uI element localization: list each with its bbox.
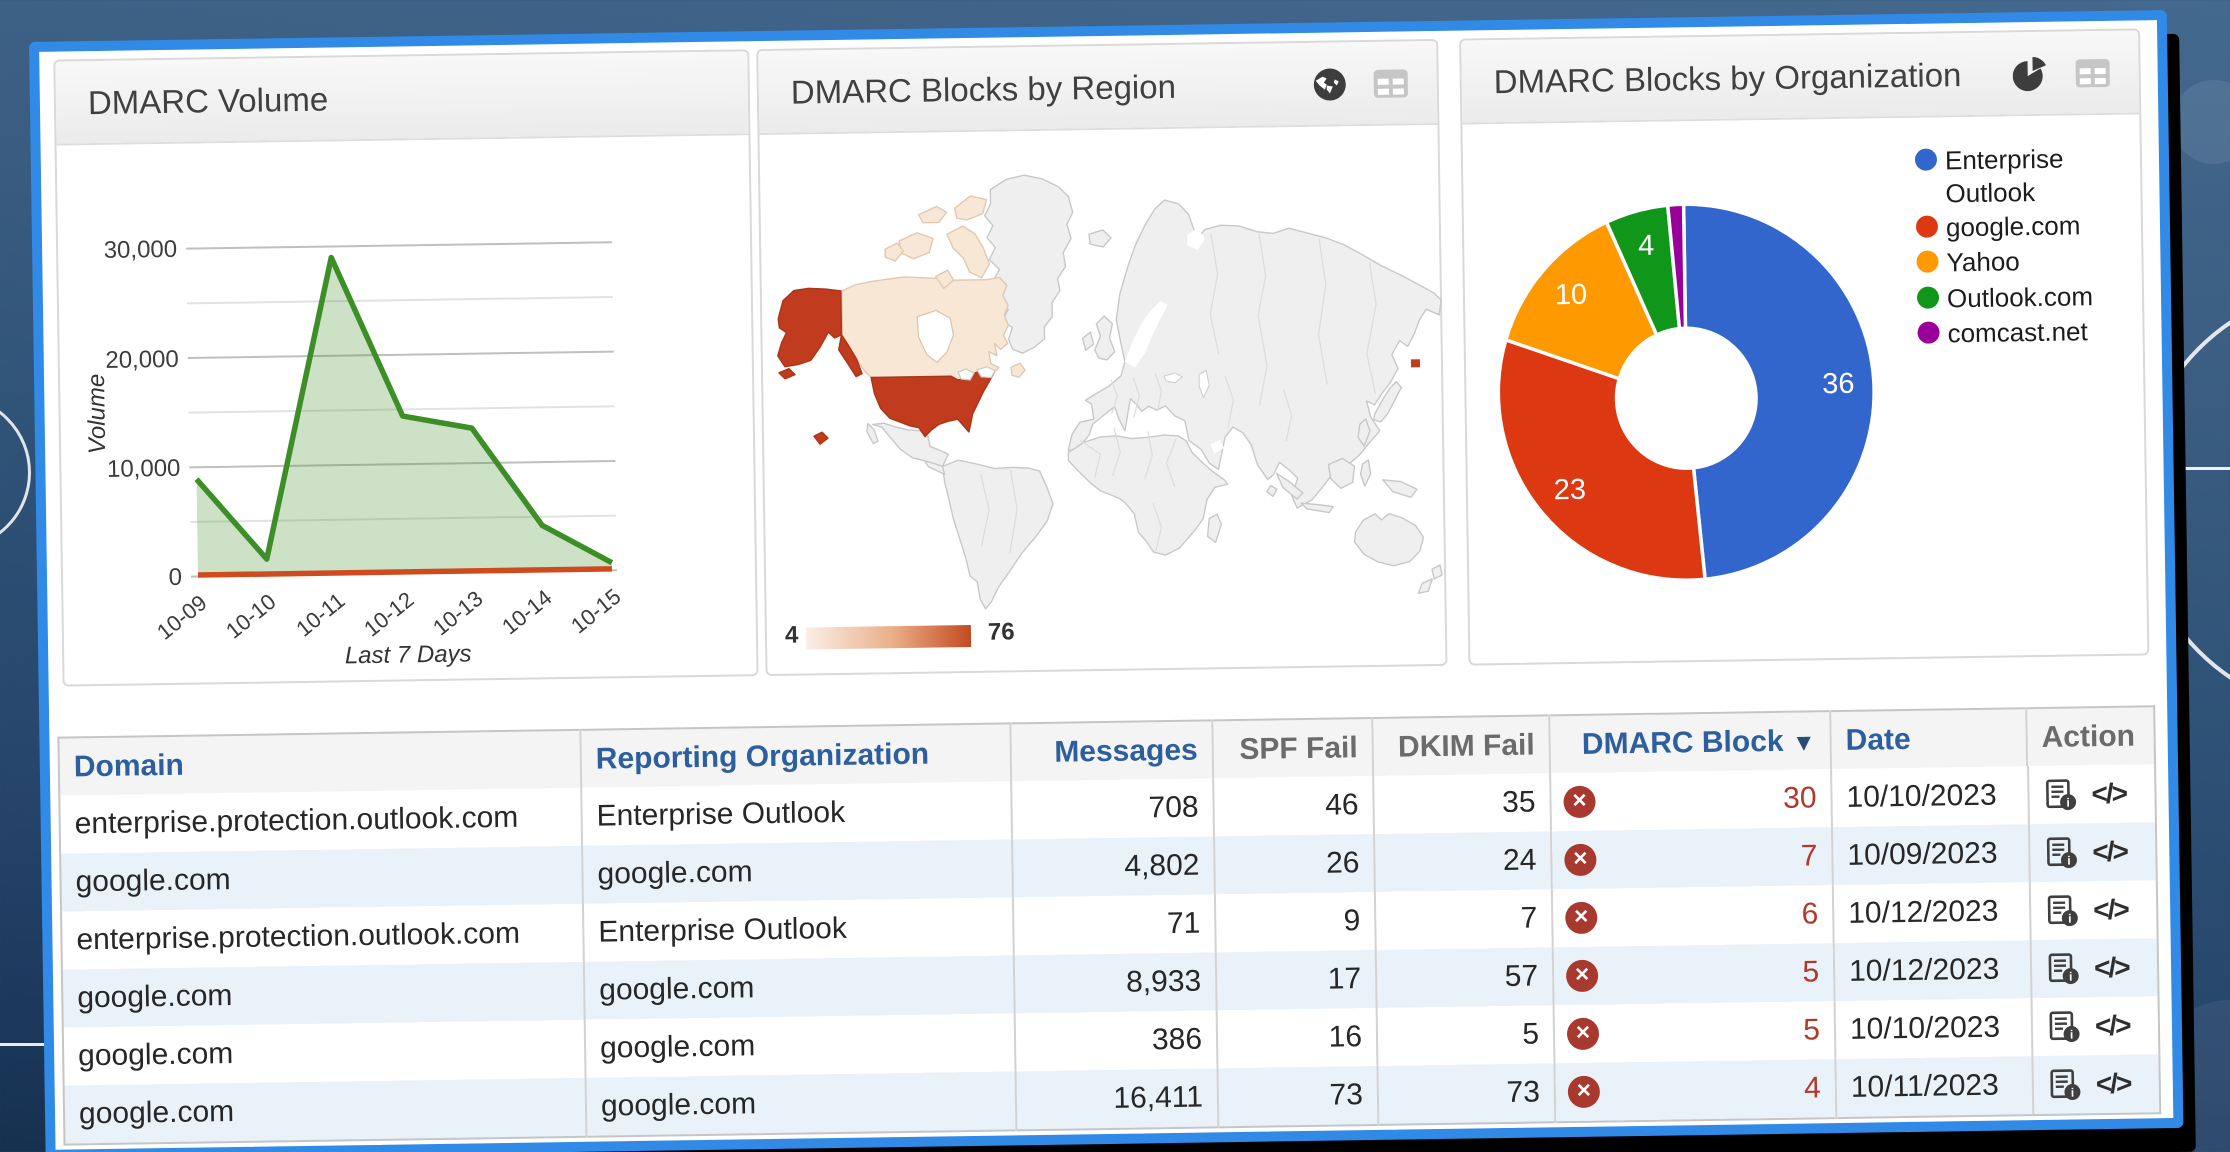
svg-text:20,000: 20,000 xyxy=(105,346,179,374)
svg-text:i: i xyxy=(2069,970,2073,984)
svg-text:i: i xyxy=(2066,796,2070,810)
svg-text:10-13: 10-13 xyxy=(428,586,488,641)
svg-text:i: i xyxy=(2067,854,2071,868)
svg-text:i: i xyxy=(2068,912,2072,926)
svg-text:23: 23 xyxy=(1554,474,1587,506)
svg-text:4: 4 xyxy=(1638,230,1655,262)
svg-text:0: 0 xyxy=(168,564,182,591)
svg-text:30,000: 30,000 xyxy=(104,236,178,264)
svg-text:10-12: 10-12 xyxy=(359,587,419,642)
svg-text:i: i xyxy=(2071,1086,2075,1100)
svg-text:Volume: Volume xyxy=(83,374,111,455)
svg-text:10-09: 10-09 xyxy=(152,590,212,645)
svg-text:10-10: 10-10 xyxy=(221,589,281,644)
svg-text:36: 36 xyxy=(1822,368,1855,400)
svg-text:10,000: 10,000 xyxy=(107,455,181,483)
svg-text:Last 7 Days: Last 7 Days xyxy=(345,640,472,669)
svg-text:10-15: 10-15 xyxy=(566,584,626,639)
svg-text:10: 10 xyxy=(1555,279,1588,311)
svg-text:10-11: 10-11 xyxy=(291,588,349,642)
svg-text:i: i xyxy=(2070,1028,2074,1042)
svg-text:10-14: 10-14 xyxy=(497,585,557,640)
